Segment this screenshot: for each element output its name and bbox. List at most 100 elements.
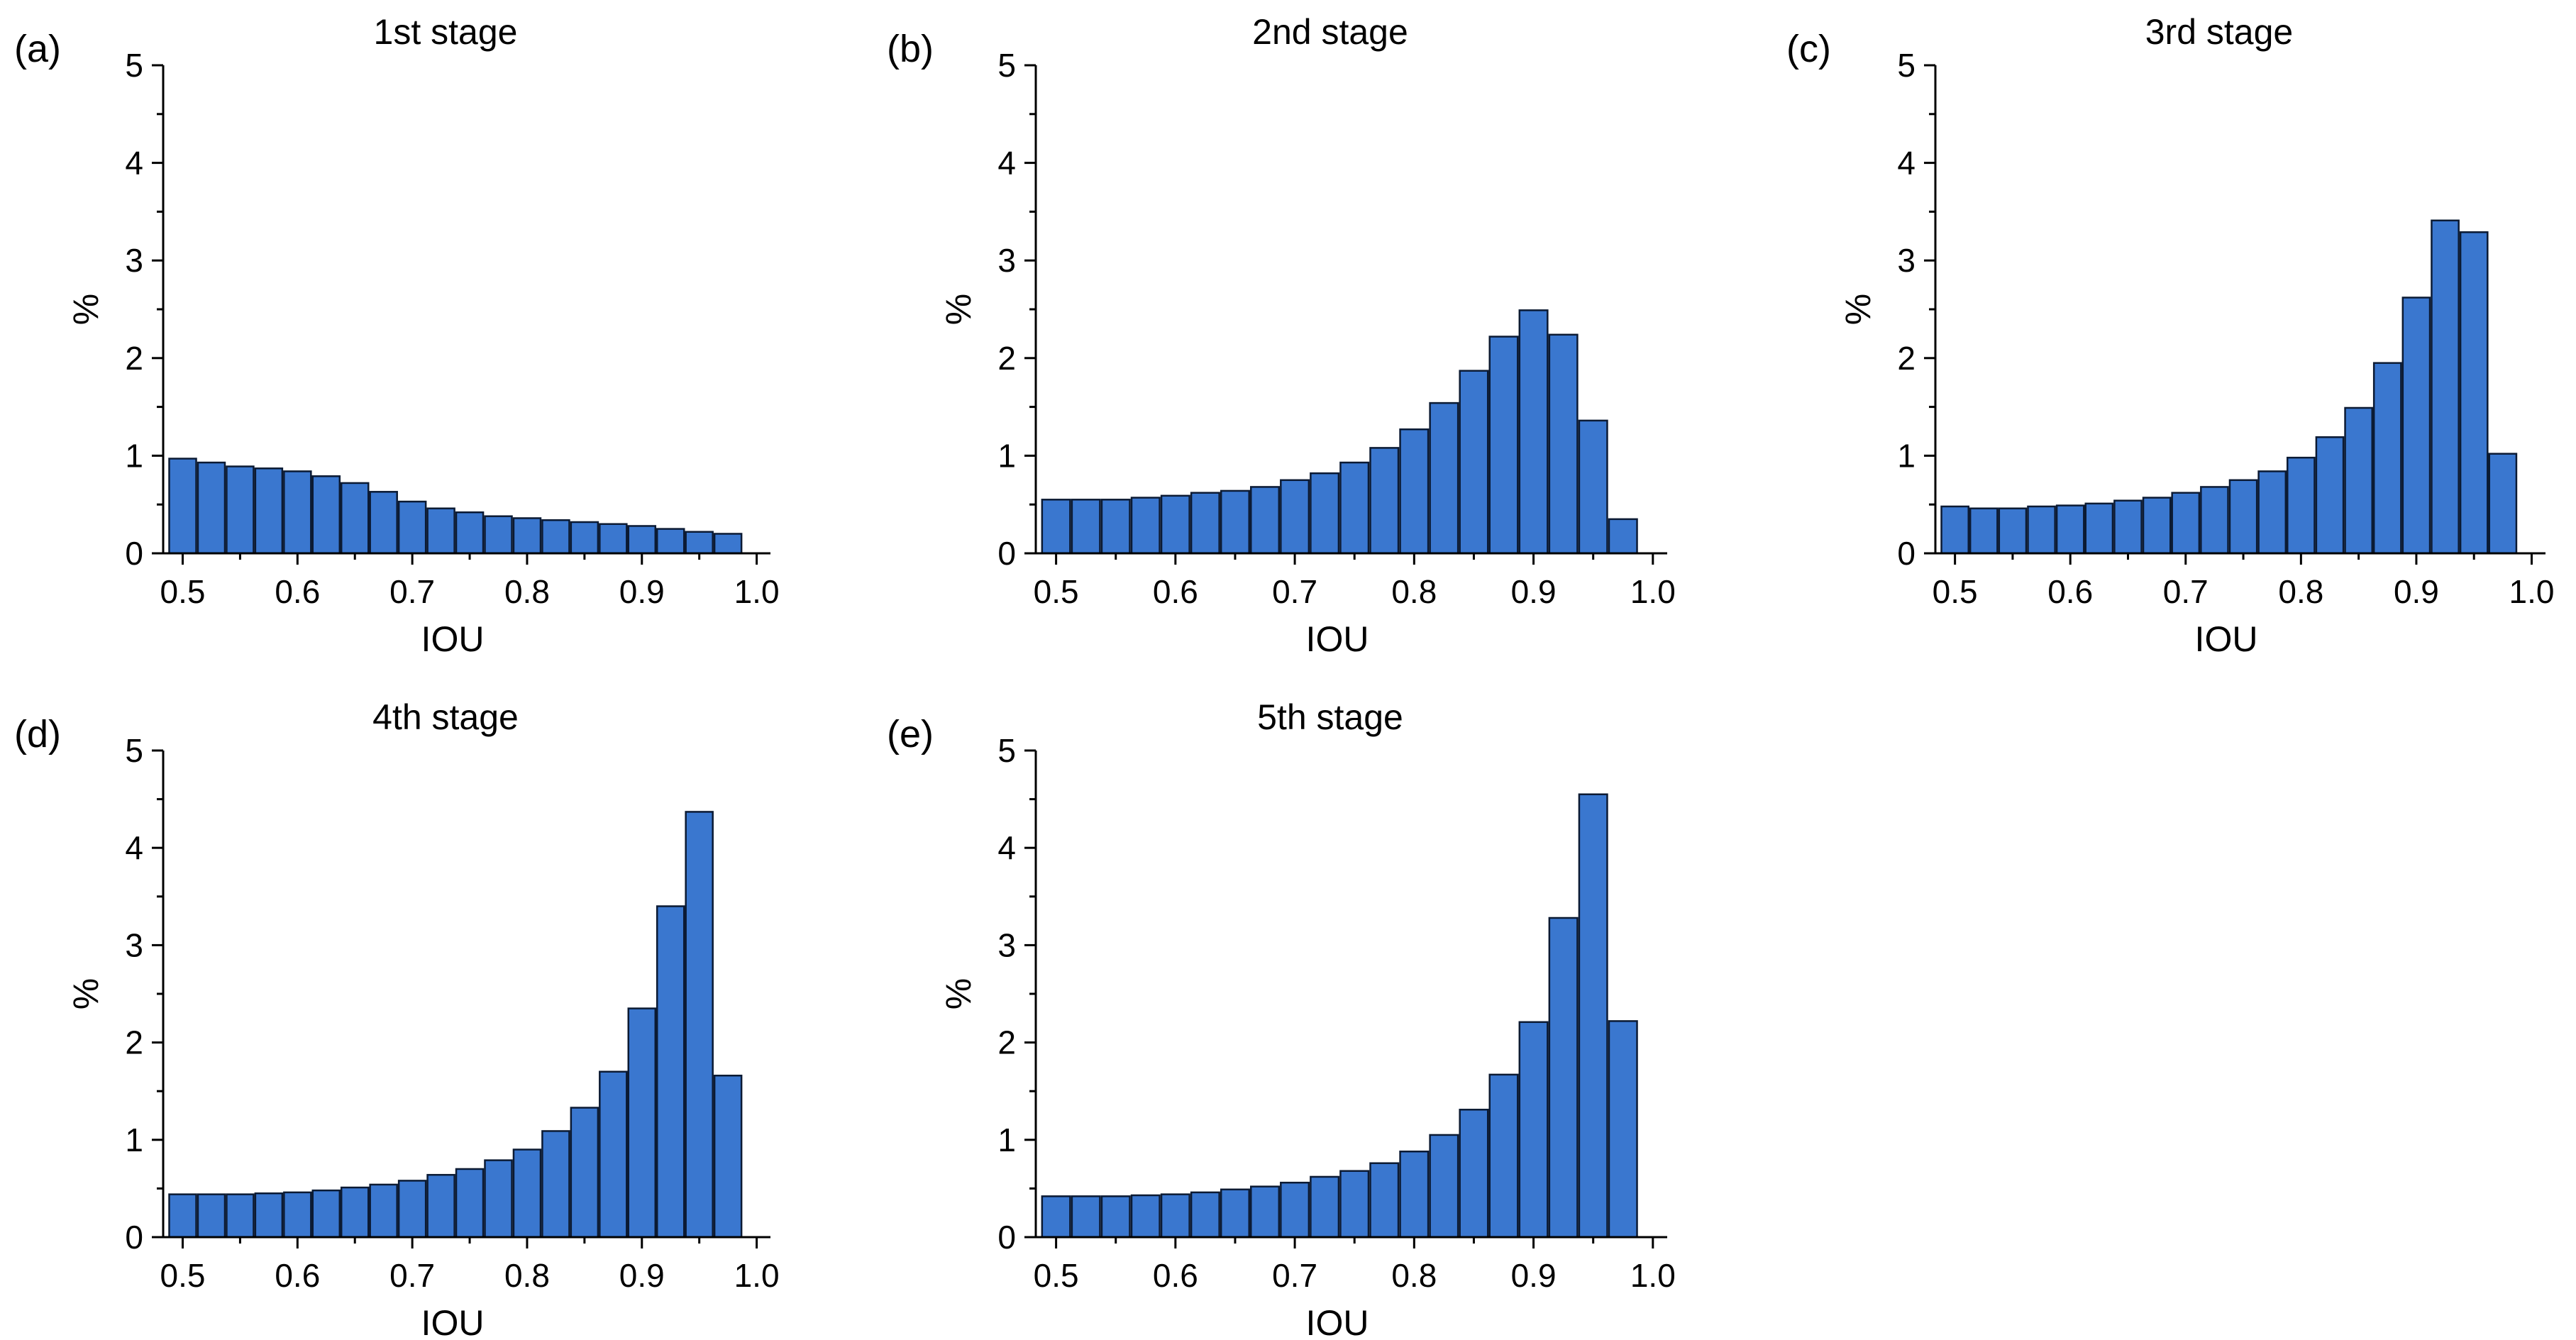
y-tick-label: 0: [1897, 535, 1916, 572]
x-axis-label: IOU: [1306, 619, 1369, 659]
y-tick-label: 1: [125, 1122, 143, 1158]
bar: [2113, 499, 2143, 555]
y-tick-label: 4: [125, 829, 143, 866]
bar: [512, 517, 542, 555]
bar: [1578, 419, 1608, 555]
x-tick-label: 0.8: [1391, 573, 1437, 610]
bar: [713, 533, 743, 555]
bar: [2431, 219, 2460, 555]
bar: [226, 1193, 255, 1239]
y-tick-label: 5: [125, 47, 143, 84]
bar: [455, 1168, 485, 1239]
bar: [340, 482, 370, 555]
bar: [426, 1173, 455, 1239]
x-tick-label: 1.0: [734, 573, 780, 610]
bar: [2459, 231, 2489, 555]
bar: [2344, 406, 2373, 555]
bar: [311, 1189, 341, 1239]
bar: [254, 1192, 284, 1239]
bar: [1160, 1193, 1190, 1239]
bar: [570, 521, 599, 555]
bar: [1399, 428, 1430, 555]
y-tick-label: 2: [997, 340, 1016, 377]
x-tick-label: 0.8: [1391, 1257, 1437, 1294]
bar: [685, 811, 714, 1239]
y-tick-label: 1: [125, 437, 143, 474]
y-tick-label: 5: [997, 732, 1016, 769]
x-tick-label: 0.5: [160, 573, 206, 610]
bar: [1608, 518, 1638, 555]
panel-label: (c): [1786, 28, 1831, 70]
x-axis-label: IOU: [1306, 1303, 1369, 1340]
bar: [1518, 309, 1549, 555]
bar: [1940, 505, 1969, 555]
y-axis-label: %: [66, 294, 106, 325]
chart-title: 1st stage: [374, 12, 518, 52]
bar: [369, 491, 398, 555]
y-tick-label: 5: [125, 732, 143, 769]
bar: [713, 1074, 743, 1239]
y-tick-label: 1: [997, 437, 1016, 474]
y-axis-label: %: [939, 294, 978, 325]
bar: [1310, 1175, 1340, 1239]
bar: [1310, 472, 1340, 555]
panel-c: 0 1 2 3 4 5 0.5 0.6 0.7 0.8 0.9 1.0 IOU% 3rd stage (c): [1786, 12, 2554, 659]
bar: [656, 905, 685, 1239]
bar: [2372, 362, 2402, 555]
bar: [1220, 1188, 1250, 1239]
y-tick-label: 4: [997, 145, 1016, 182]
bar: [311, 475, 341, 555]
bar: [397, 1180, 427, 1239]
bar: [1071, 1195, 1101, 1239]
bar: [1339, 1170, 1370, 1239]
y-axis-label: %: [1838, 294, 1878, 325]
bar: [512, 1148, 542, 1239]
panel-label: (b): [887, 28, 934, 70]
x-tick-label: 1.0: [1630, 573, 1676, 610]
bar: [1459, 370, 1489, 555]
bar: [1041, 1195, 1071, 1239]
bar: [1429, 402, 1459, 555]
y-tick-label: 0: [125, 1219, 143, 1256]
bar: [2171, 492, 2201, 555]
x-tick-label: 0.9: [1511, 1257, 1557, 1294]
bar: [1250, 486, 1281, 555]
x-axis-label: IOU: [2195, 619, 2258, 659]
panel-label: (a): [14, 28, 61, 70]
x-tick-label: 0.6: [275, 573, 320, 610]
bar: [1280, 1181, 1310, 1239]
x-tick-label: 1.0: [734, 1257, 780, 1294]
bar: [1459, 1109, 1489, 1239]
panel-e: 0 1 2 3 4 5 0.5 0.6 0.7 0.8 0.9 1.0 IOU% 5th stage (e): [887, 697, 1676, 1340]
x-tick-label: 0.8: [2278, 573, 2323, 610]
bar: [2315, 436, 2345, 555]
bar: [2286, 456, 2316, 555]
x-tick-label: 0.7: [389, 573, 435, 610]
bar: [2084, 502, 2114, 555]
chart-title: 2nd stage: [1252, 12, 1408, 52]
chart-title: 3rd stage: [2145, 12, 2293, 52]
bar: [340, 1186, 370, 1239]
x-tick-label: 0.5: [1034, 573, 1079, 610]
y-tick-label: 0: [997, 535, 1016, 572]
x-tick-label: 0.7: [1272, 1257, 1317, 1294]
bar: [1250, 1185, 1281, 1239]
bar: [283, 1191, 312, 1239]
x-tick-label: 0.9: [619, 573, 665, 610]
bar: [2142, 497, 2172, 555]
y-tick-label: 5: [1897, 47, 1916, 84]
bar: [254, 467, 284, 555]
panel-d: 0 1 2 3 4 5 0.5 0.6 0.7 0.8 0.9 1.0 IOU% 4th stage (d): [14, 697, 780, 1340]
x-tick-label: 0.7: [1272, 573, 1317, 610]
bar: [2055, 504, 2085, 555]
chart-title: 4th stage: [372, 697, 519, 737]
bar: [1548, 917, 1579, 1239]
bar: [541, 519, 570, 555]
panel-label: (d): [14, 713, 61, 755]
panel-a: 0 1 2 3 4 5 0.5 0.6 0.7 0.8 0.9 1.0 IOU% 1st stage (a): [14, 12, 780, 659]
bar: [197, 1193, 226, 1239]
x-tick-label: 0.7: [389, 1257, 435, 1294]
bar: [1369, 1162, 1400, 1239]
bar: [2228, 479, 2258, 555]
